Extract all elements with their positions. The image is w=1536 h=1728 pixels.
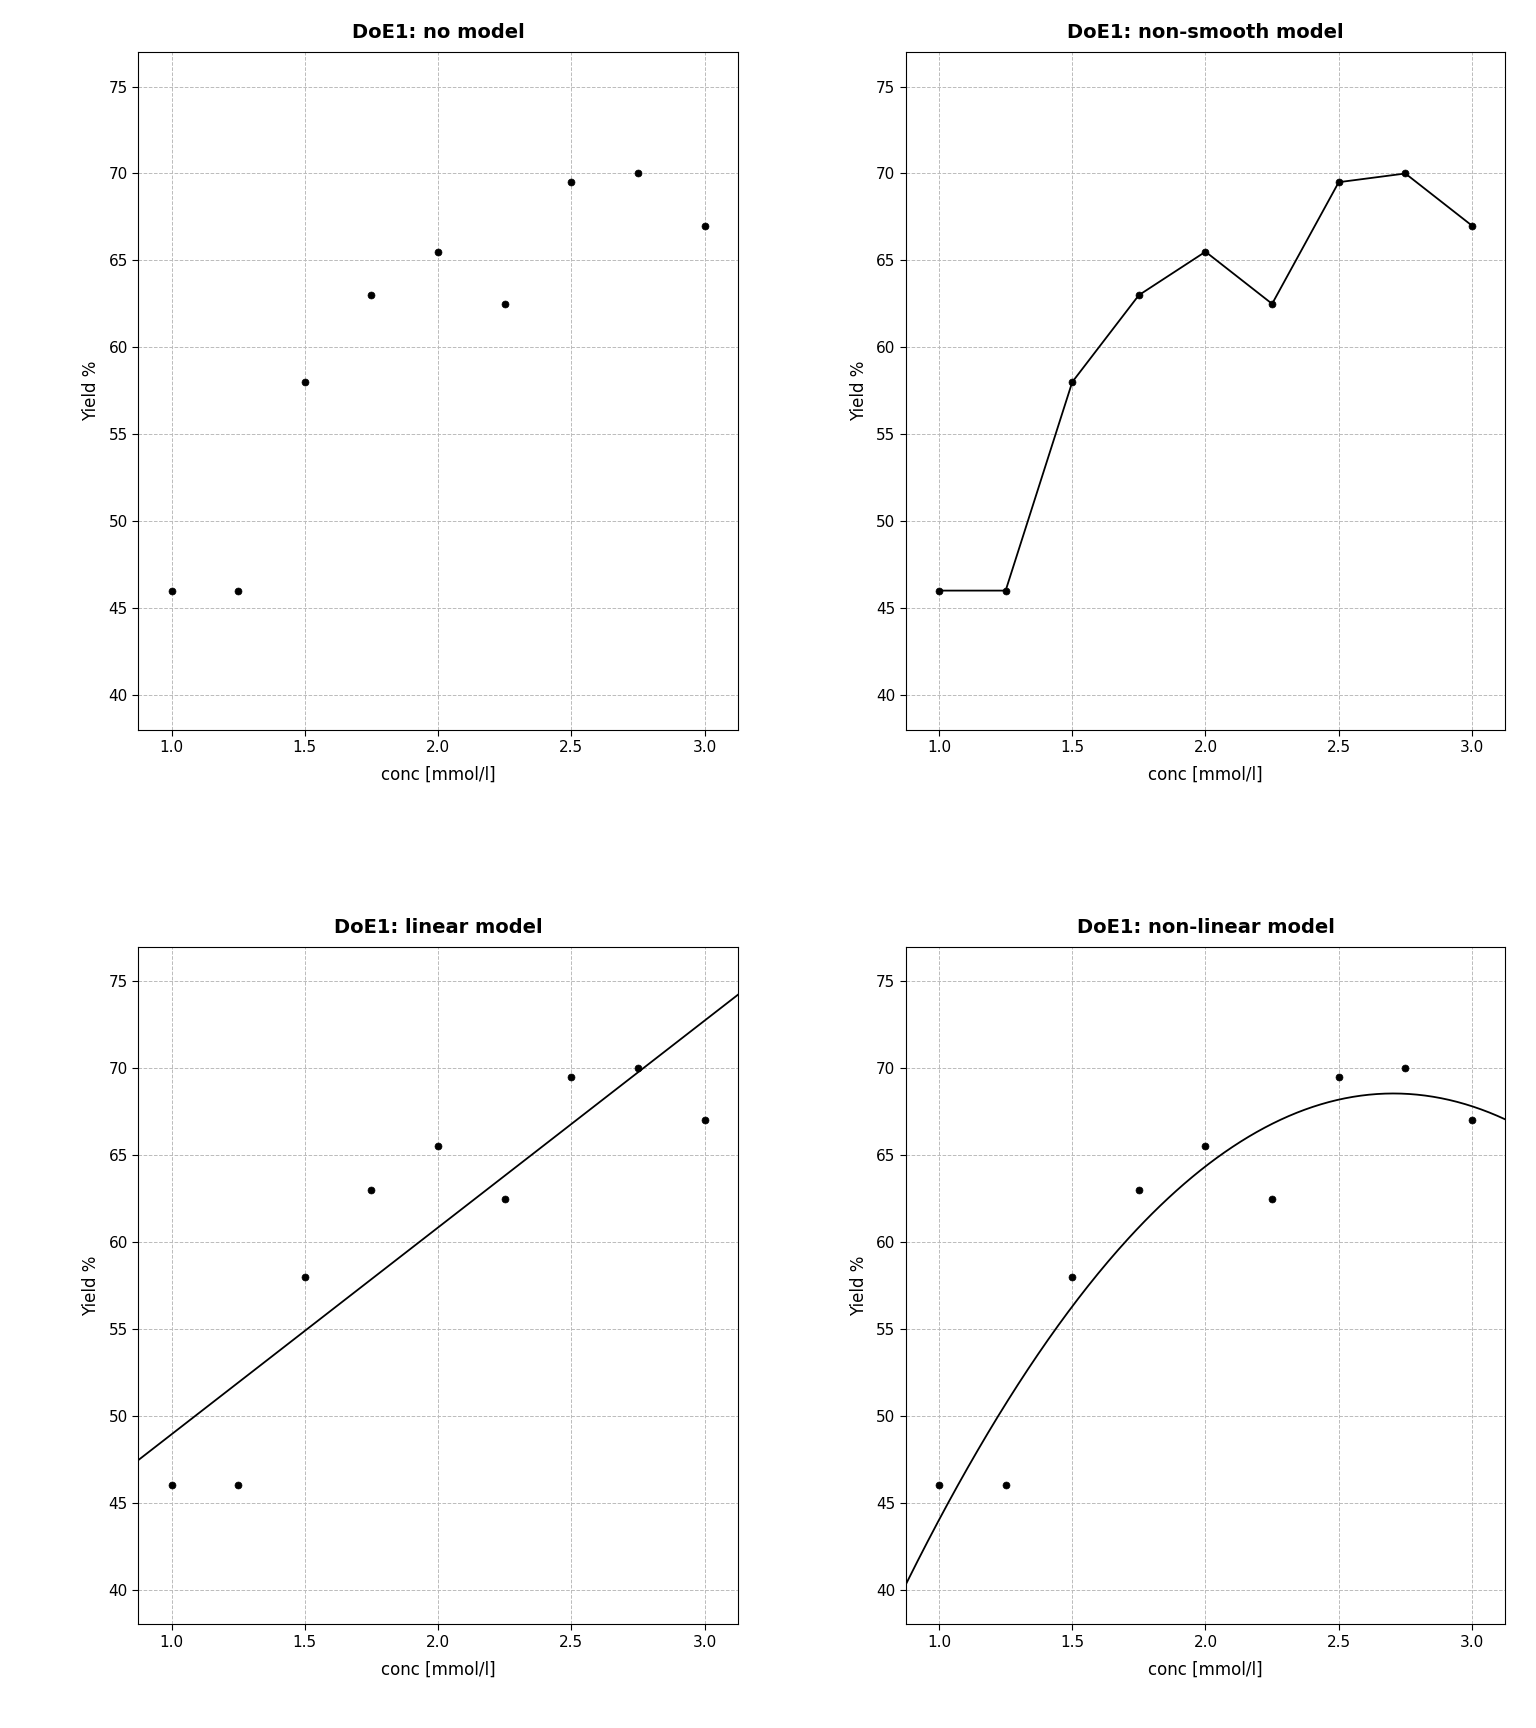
Title: DoE1: non-linear model: DoE1: non-linear model [1077, 918, 1335, 937]
X-axis label: conc [mmol/l]: conc [mmol/l] [381, 1661, 495, 1680]
X-axis label: conc [mmol/l]: conc [mmol/l] [381, 766, 495, 785]
Y-axis label: Yield %: Yield % [849, 361, 868, 422]
X-axis label: conc [mmol/l]: conc [mmol/l] [1149, 766, 1263, 785]
Y-axis label: Yield %: Yield % [81, 1255, 100, 1315]
Y-axis label: Yield %: Yield % [81, 361, 100, 422]
Title: DoE1: no model: DoE1: no model [352, 22, 524, 41]
Title: DoE1: linear model: DoE1: linear model [333, 918, 542, 937]
Title: DoE1: non-smooth model: DoE1: non-smooth model [1068, 22, 1344, 41]
X-axis label: conc [mmol/l]: conc [mmol/l] [1149, 1661, 1263, 1680]
Y-axis label: Yield %: Yield % [849, 1255, 868, 1315]
